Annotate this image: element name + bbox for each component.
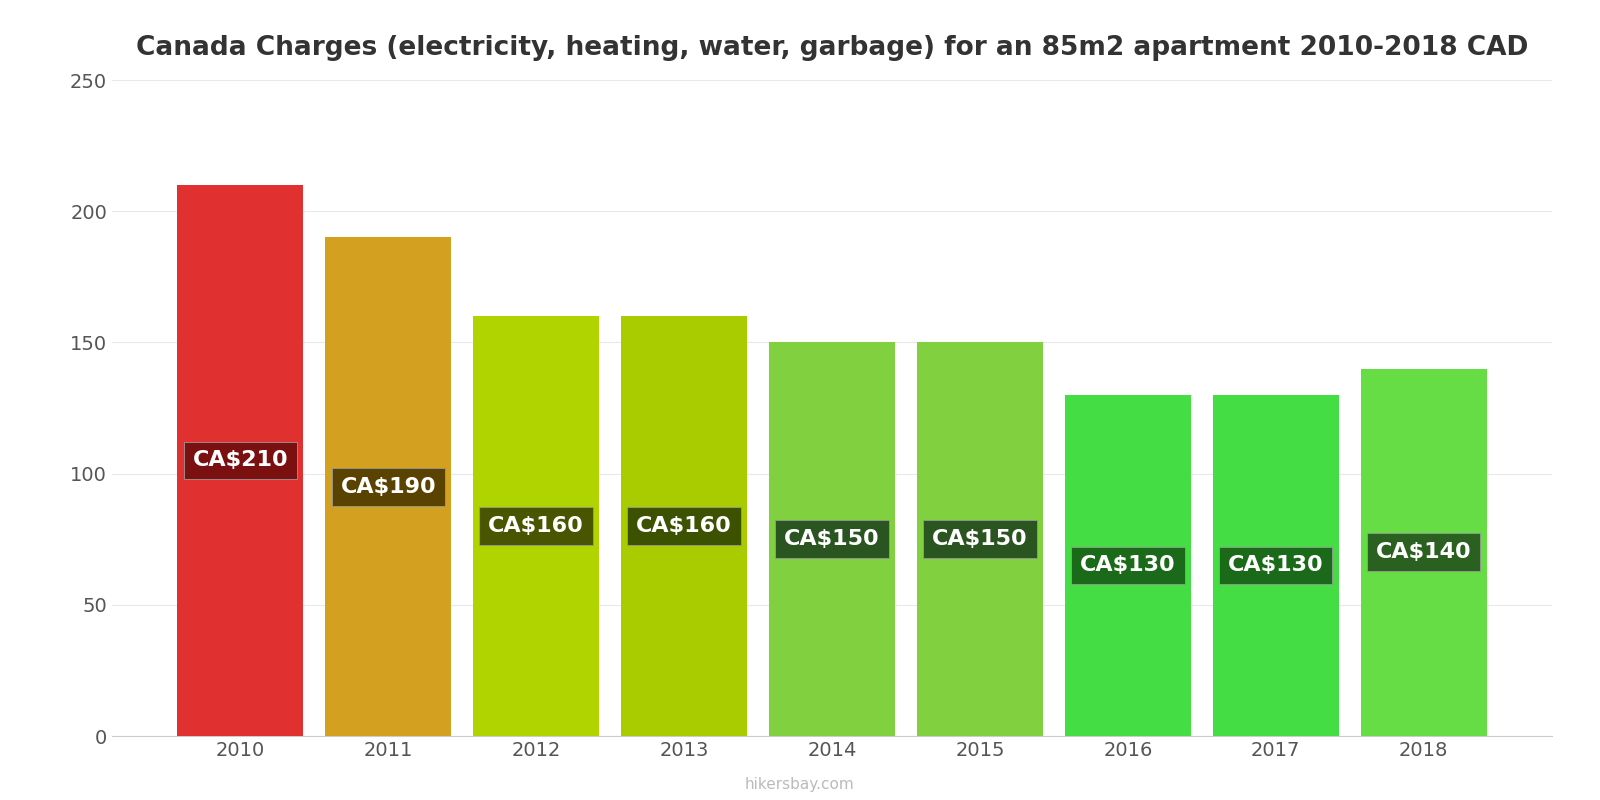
Text: CA$130: CA$130: [1080, 555, 1176, 575]
Text: CA$210: CA$210: [192, 450, 288, 470]
Text: CA$160: CA$160: [488, 516, 584, 536]
Bar: [1213, 395, 1339, 736]
Bar: [178, 185, 302, 736]
Text: CA$150: CA$150: [784, 530, 880, 550]
Bar: [474, 316, 598, 736]
Bar: [1362, 369, 1486, 736]
Bar: [621, 316, 747, 736]
Text: CA$160: CA$160: [637, 516, 731, 536]
Text: CA$150: CA$150: [933, 530, 1027, 550]
Bar: [917, 342, 1043, 736]
Text: hikersbay.com: hikersbay.com: [746, 777, 854, 792]
Bar: [770, 342, 894, 736]
Text: CA$190: CA$190: [341, 477, 437, 497]
Text: CA$130: CA$130: [1227, 555, 1323, 575]
Bar: [1066, 395, 1190, 736]
Text: CA$140: CA$140: [1376, 542, 1472, 562]
Title: Canada Charges (electricity, heating, water, garbage) for an 85m2 apartment 2010: Canada Charges (electricity, heating, wa…: [136, 35, 1528, 61]
Bar: [325, 238, 451, 736]
